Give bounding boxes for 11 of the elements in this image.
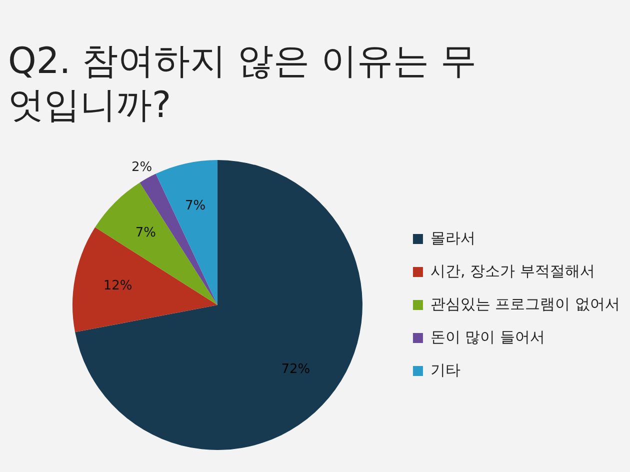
data-label: 72% xyxy=(281,362,310,378)
chart-title: Q2. 참여하지 않은 이유는 무엇입니까? xyxy=(8,40,478,128)
legend-label: 시간, 장소가 부적절해서 xyxy=(430,262,595,280)
legend-label: 돈이 많이 들어서 xyxy=(430,328,546,346)
legend-label: 몰라서 xyxy=(430,228,476,247)
data-label: 7% xyxy=(135,226,156,241)
data-label: 7% xyxy=(185,198,206,214)
legend-label: 관심있는 프로그램이 없어서 xyxy=(430,294,620,313)
legend-label: 기타 xyxy=(430,360,460,379)
data-label: 12% xyxy=(103,278,132,294)
data-label: 2% xyxy=(132,160,152,175)
